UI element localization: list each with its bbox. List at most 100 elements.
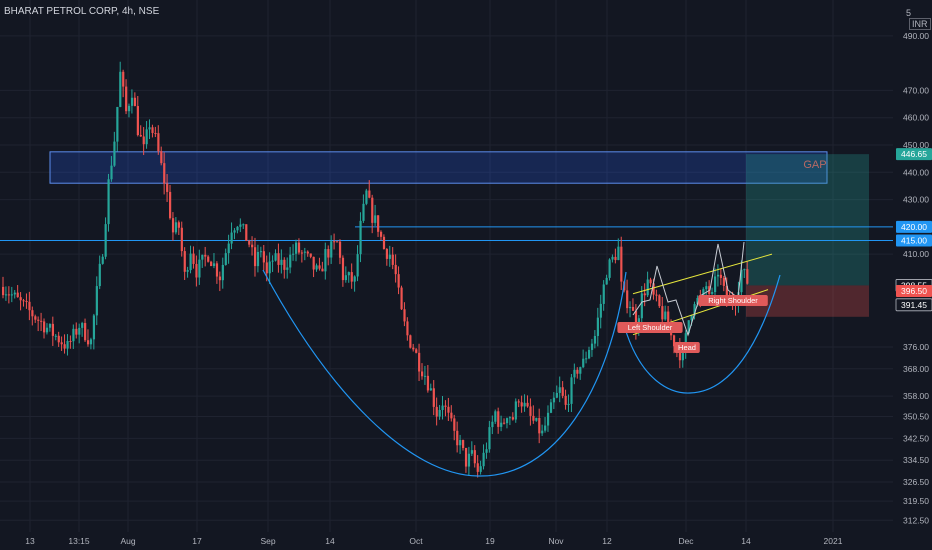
candle-body: [362, 203, 365, 221]
candle-body: [672, 335, 676, 347]
candle-body: [538, 418, 541, 434]
candle-body: [620, 246, 623, 282]
candle-body: [426, 375, 430, 391]
candle-body: [341, 257, 345, 281]
candle-body: [253, 247, 257, 267]
candle: [256, 244, 260, 273]
candle: [75, 322, 78, 339]
candle: [69, 335, 72, 349]
candle: [277, 243, 280, 273]
candle-body: [725, 285, 728, 299]
candle: [224, 248, 227, 266]
candle: [204, 246, 207, 267]
candle: [201, 254, 204, 268]
candle: [520, 395, 523, 413]
candle: [365, 188, 368, 206]
currency-label[interactable]: 5INR: [906, 8, 932, 30]
candle: [423, 365, 427, 385]
candle: [4, 286, 8, 301]
candle: [546, 405, 550, 432]
candle: [54, 333, 57, 341]
y-tick-label: 450.00: [903, 140, 929, 150]
candle-body: [280, 259, 283, 265]
candle-body: [391, 254, 394, 265]
candle-body: [283, 259, 286, 270]
candle: [136, 95, 139, 137]
candle-body: [423, 375, 427, 377]
candle: [48, 323, 52, 332]
candle-body: [327, 249, 330, 258]
candle-body: [224, 253, 227, 265]
candle: [40, 312, 43, 332]
candle-body: [687, 320, 690, 334]
candle-body: [148, 127, 151, 130]
candle: [409, 334, 412, 349]
head-label: Head: [678, 343, 696, 352]
symbol-title: BHARAT PETROL CORP, 4h, NSE: [4, 6, 160, 17]
candle: [242, 223, 245, 229]
candle: [321, 261, 324, 272]
candle-body: [664, 311, 667, 320]
candle-body: [459, 440, 462, 446]
candle-body: [403, 309, 406, 322]
candle-body: [338, 241, 342, 258]
candle-body: [4, 294, 8, 296]
candle: [535, 417, 538, 422]
candle-body: [705, 286, 708, 290]
price-tag-label: 396.50: [901, 286, 927, 296]
candle: [268, 252, 271, 285]
candle-body: [371, 197, 374, 223]
candle-body: [529, 406, 532, 416]
candle: [280, 249, 283, 274]
candle: [590, 338, 594, 357]
candle: [588, 346, 591, 360]
candle-body: [2, 286, 5, 296]
candle-body: [505, 418, 509, 424]
candle: [336, 240, 339, 243]
candle: [573, 363, 576, 385]
candle-body: [110, 165, 113, 180]
candle-body: [582, 358, 585, 368]
candle-body: [84, 323, 87, 341]
candle-body: [127, 105, 131, 112]
candle-body: [72, 328, 75, 342]
candle: [66, 334, 69, 356]
y-tick-label: 350.50: [903, 412, 929, 422]
candle: [608, 258, 611, 281]
candle-body: [107, 179, 110, 225]
candle-body: [740, 269, 743, 293]
candle-body: [169, 191, 172, 219]
candle-body: [617, 246, 620, 261]
candle: [151, 124, 154, 138]
price-tag-label: 420.00: [901, 222, 927, 232]
candle-body: [438, 409, 441, 417]
candle: [541, 424, 544, 436]
candle: [347, 271, 350, 283]
candle: [629, 301, 632, 318]
candle-body: [239, 224, 242, 227]
candle-body: [503, 422, 506, 424]
candle-body: [462, 440, 465, 449]
candle: [614, 248, 617, 264]
candle: [585, 351, 588, 364]
candle-body: [7, 294, 11, 296]
candle: [13, 290, 16, 299]
gap-zone: [49, 151, 828, 184]
candle: [245, 224, 248, 241]
candle: [564, 389, 567, 410]
candle: [582, 349, 585, 369]
candle: [303, 247, 306, 261]
candle-body: [315, 265, 318, 270]
candle: [400, 285, 403, 310]
candle-body: [10, 294, 13, 296]
x-tick-label: 17: [192, 536, 202, 546]
candle-body: [122, 71, 125, 87]
candle: [262, 245, 265, 271]
candle: [81, 321, 84, 337]
candle-body: [508, 417, 512, 419]
candle-body: [640, 293, 643, 319]
candle-body: [661, 306, 664, 320]
candle: [22, 298, 25, 307]
candle-body: [561, 387, 564, 396]
